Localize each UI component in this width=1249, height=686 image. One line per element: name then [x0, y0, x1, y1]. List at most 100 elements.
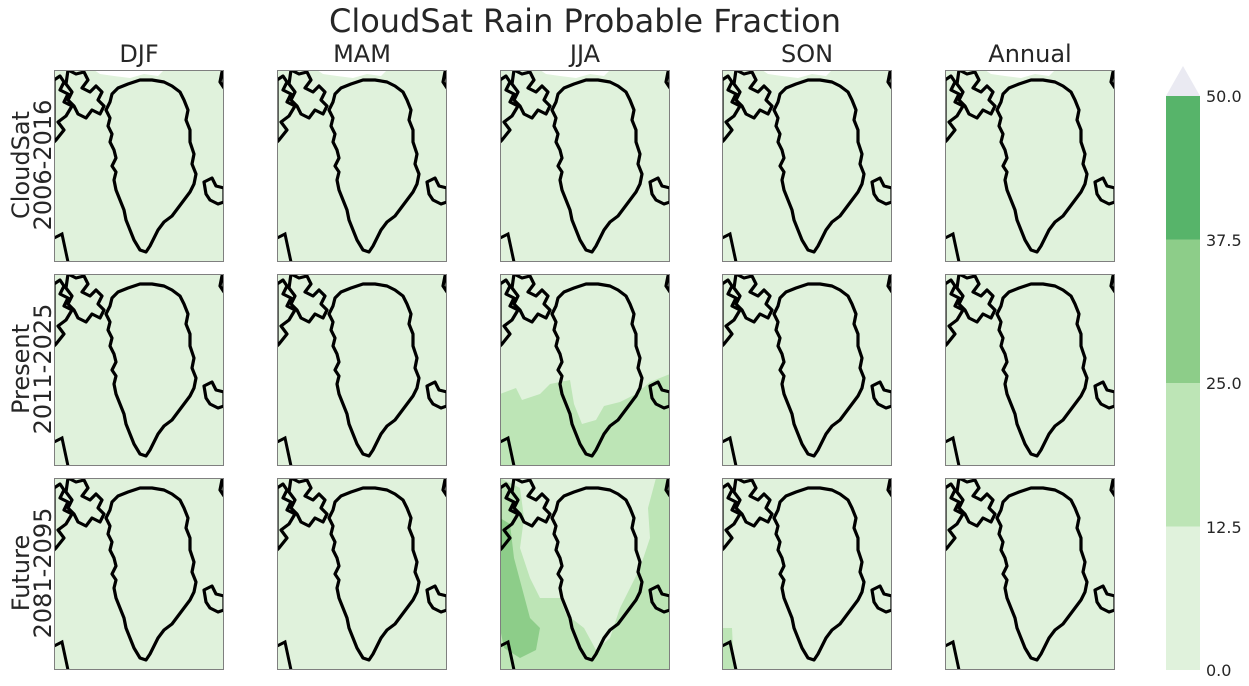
colorbar-segment	[1166, 239, 1200, 383]
coastline	[500, 435, 516, 466]
coastline	[722, 435, 738, 466]
coastline	[64, 478, 106, 528]
row-header-line2: 2011-2025	[29, 303, 57, 435]
coastline	[104, 486, 198, 662]
colorbar-extend-arrow	[1166, 66, 1200, 96]
coastline	[327, 486, 421, 662]
panel-background	[54, 274, 224, 466]
coastline	[1093, 584, 1115, 614]
coastline	[945, 231, 961, 262]
map-panel-mam-row2	[277, 478, 447, 670]
no-data-region	[762, 70, 832, 78]
panel-frame	[945, 70, 1115, 262]
colorbar-tick-label: 12.5	[1206, 518, 1242, 537]
colorbar-segment	[1166, 96, 1200, 240]
coastline	[500, 231, 516, 262]
coastline	[287, 478, 329, 528]
panel-frame	[54, 274, 224, 466]
panel-background	[945, 274, 1115, 466]
coastline	[722, 231, 738, 262]
panel-background	[54, 478, 224, 670]
coastline	[870, 584, 892, 614]
panel-background	[945, 478, 1115, 670]
panel-frame	[500, 478, 670, 670]
colorbar-tick-label: 50.0	[1206, 87, 1242, 106]
colorbar-segment	[1166, 383, 1200, 527]
coastline	[870, 176, 892, 206]
panel-background	[722, 274, 892, 466]
coastline	[955, 274, 997, 324]
coastline	[277, 231, 293, 262]
chart-title: CloudSat Rain Probable Fraction	[328, 2, 841, 40]
coastline	[202, 380, 224, 410]
coastline	[945, 639, 961, 670]
row-header-present: Present 2011-2025	[7, 273, 57, 465]
coastline	[287, 70, 329, 120]
panel-background	[722, 478, 892, 670]
column-header-son: SON	[780, 40, 834, 68]
column-header-djf: DJF	[119, 40, 159, 68]
colorbar-tick-label: 0.0	[1206, 661, 1232, 680]
row-header-cloudsat: CloudSat 2006-2016	[7, 69, 57, 261]
coastline	[648, 380, 670, 410]
map-panel-jja-row0	[500, 70, 670, 262]
coastline	[104, 78, 198, 254]
high-fraction-region	[500, 518, 540, 658]
panel-frame	[722, 70, 892, 262]
coastline	[772, 78, 866, 254]
coastline	[54, 231, 70, 262]
panel-frame	[277, 274, 447, 466]
coastline	[732, 274, 774, 324]
colorbar-tick-label: 37.5	[1206, 231, 1242, 250]
map-panel-son-row2	[722, 478, 892, 670]
map-panel-djf-row2	[54, 478, 224, 670]
panel-frame	[722, 478, 892, 670]
panel-frame	[277, 478, 447, 670]
coastline	[425, 380, 447, 410]
coastline	[955, 478, 997, 528]
coastline	[104, 282, 198, 458]
coastline	[995, 486, 1089, 662]
coastline	[1093, 380, 1115, 410]
map-panel-djf-row1	[54, 274, 224, 466]
coastline	[64, 274, 106, 324]
colorbar	[1166, 66, 1200, 670]
panel-background	[277, 274, 447, 466]
elevated-fraction-region	[500, 374, 670, 466]
coastline	[955, 70, 997, 120]
coastline	[870, 380, 892, 410]
elevated-fraction-region	[500, 478, 670, 670]
coastline	[277, 639, 293, 670]
coastline	[648, 176, 670, 206]
map-panel-annual-row1	[945, 274, 1115, 466]
coastline	[732, 478, 774, 528]
no-data-region	[985, 70, 1055, 78]
coastline	[510, 478, 552, 528]
panel-background	[722, 70, 892, 262]
panel-frame	[945, 478, 1115, 670]
panel-background	[277, 70, 447, 262]
coastline	[648, 584, 670, 614]
colorbar-tick-label: 25.0	[1206, 374, 1242, 393]
coastline	[510, 274, 552, 324]
coastline	[550, 486, 644, 662]
coastline	[772, 282, 866, 458]
coastline	[64, 70, 106, 120]
panel-frame	[54, 478, 224, 670]
no-data-region	[540, 70, 610, 78]
row-header-line2: 2081-2095	[29, 507, 57, 639]
coastline	[995, 282, 1089, 458]
row-header-future: Future 2081-2095	[7, 477, 57, 669]
coastline	[425, 584, 447, 614]
coastline	[54, 639, 70, 670]
column-header-jja: JJA	[569, 40, 601, 68]
coastline	[425, 176, 447, 206]
coastline	[550, 78, 644, 254]
map-panel-son-row0	[722, 70, 892, 262]
elevated-fraction-region	[722, 628, 734, 670]
no-data-region	[317, 70, 387, 78]
map-panel-jja-row1	[500, 274, 670, 466]
coastline	[327, 78, 421, 254]
coastline	[327, 282, 421, 458]
